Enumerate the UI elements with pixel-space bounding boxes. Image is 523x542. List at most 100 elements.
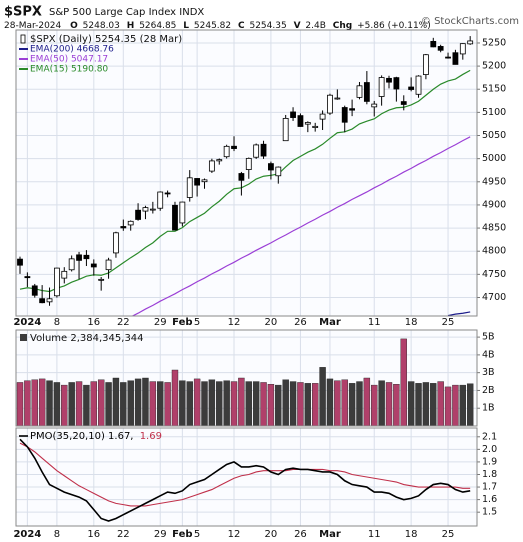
quote-line: 28-Mar-2024 O 5248.03 H 5264.85 L 5245.8… bbox=[4, 21, 431, 31]
candle-body bbox=[105, 259, 112, 271]
legend-text: EMA(50) 5047.17 bbox=[30, 55, 108, 65]
x-tick-label: 18 bbox=[405, 317, 418, 328]
candle-body bbox=[24, 276, 31, 279]
volume-bar bbox=[16, 382, 24, 426]
volume-bar bbox=[378, 380, 385, 426]
volume-bar bbox=[164, 382, 171, 426]
volume-bar bbox=[363, 377, 371, 426]
volume-bar bbox=[230, 381, 238, 426]
y-tick-label: 4850 bbox=[482, 223, 506, 234]
x-tick-label: 5 bbox=[194, 529, 200, 540]
close-label: C bbox=[238, 21, 245, 31]
candle-body bbox=[253, 144, 260, 158]
candle-body bbox=[452, 52, 459, 65]
y-tick-label: 5200 bbox=[482, 61, 506, 72]
volume-bar bbox=[216, 381, 223, 426]
y-tick-label: 2B bbox=[482, 385, 495, 396]
volume-bar bbox=[157, 381, 164, 426]
candle-body bbox=[334, 97, 341, 100]
index-name: S&P 500 Large Cap Index INDX bbox=[49, 7, 204, 18]
candle-body bbox=[437, 46, 444, 51]
candle-body bbox=[260, 143, 267, 157]
candle-body bbox=[61, 270, 68, 279]
x-tick-label: Mar bbox=[319, 317, 341, 328]
volume-bar bbox=[31, 379, 38, 426]
candle-body bbox=[393, 77, 400, 90]
change: +5.86 (+0.11%) bbox=[357, 21, 431, 31]
y-tick-label: 4900 bbox=[482, 199, 506, 210]
candle-body bbox=[341, 107, 348, 123]
candle-body bbox=[120, 226, 127, 229]
panel-background bbox=[16, 30, 477, 316]
volume-bar bbox=[83, 384, 90, 426]
volume-bar bbox=[444, 386, 452, 426]
candle-body bbox=[113, 232, 119, 254]
x-tick-label: 2024 bbox=[13, 529, 41, 540]
volume-bar bbox=[400, 338, 407, 426]
candle-body bbox=[430, 40, 437, 48]
volume-bar bbox=[385, 382, 393, 426]
y-tick-label: 4700 bbox=[482, 292, 506, 303]
x-tick-label: 5 bbox=[194, 317, 200, 328]
candle-body bbox=[327, 94, 333, 114]
volume-bar bbox=[186, 381, 193, 426]
y-tick-label: 5B bbox=[482, 332, 495, 343]
volume-bar bbox=[68, 382, 75, 426]
close: 5254.35 bbox=[249, 21, 286, 31]
candle-body bbox=[231, 145, 237, 149]
x-tick-label: 2024 bbox=[13, 317, 41, 328]
open: 5248.03 bbox=[83, 21, 120, 31]
panel-border bbox=[15, 29, 478, 317]
candle-body bbox=[186, 177, 193, 198]
candle-body bbox=[90, 263, 97, 268]
legend-text: EMA(15) 5190.80 bbox=[30, 65, 108, 75]
candle-body bbox=[172, 204, 178, 231]
open-label: O bbox=[70, 21, 78, 31]
volume-bar bbox=[46, 380, 53, 426]
volume-bar bbox=[61, 384, 68, 426]
candle-body bbox=[319, 113, 326, 120]
y-tick-label: 4800 bbox=[482, 246, 506, 257]
candle-body bbox=[275, 166, 282, 177]
candle-body bbox=[142, 207, 149, 212]
candle-body bbox=[216, 159, 223, 162]
pmo-line bbox=[19, 442, 471, 507]
candle-body bbox=[39, 298, 46, 304]
volume-bar bbox=[127, 380, 134, 426]
y-tick-label: 4950 bbox=[482, 176, 506, 187]
volume-label: V bbox=[294, 21, 301, 31]
volume-bar bbox=[437, 381, 444, 426]
candle-body bbox=[76, 254, 82, 261]
volume-bar bbox=[201, 381, 208, 426]
volume-bar bbox=[356, 381, 363, 426]
candle-body bbox=[415, 75, 422, 95]
candle-body bbox=[223, 145, 230, 158]
volume-bar bbox=[415, 383, 422, 426]
volume-bar bbox=[319, 367, 326, 426]
panel-border bbox=[15, 427, 478, 527]
x-tick-label: Mar bbox=[319, 529, 341, 540]
candle-body bbox=[386, 77, 392, 83]
volume-bar bbox=[208, 379, 216, 426]
volume-bar bbox=[142, 377, 149, 426]
candle-body bbox=[194, 178, 201, 186]
candle-body bbox=[400, 101, 407, 105]
volume-bar bbox=[38, 378, 46, 426]
candle-body bbox=[356, 85, 363, 98]
candle-body bbox=[68, 258, 75, 271]
x-tick-label: 18 bbox=[405, 529, 418, 540]
volume-bar bbox=[105, 382, 112, 426]
pmo-label: PMO(35,20,10) 1.67, bbox=[30, 431, 134, 442]
panel-border bbox=[15, 329, 478, 427]
candle-body bbox=[290, 111, 296, 118]
copyright: © StockCharts.com bbox=[421, 16, 519, 27]
volume-bar bbox=[245, 381, 252, 426]
candle-body bbox=[54, 267, 60, 297]
y-tick-label: 2.1 bbox=[482, 431, 497, 442]
candle-body bbox=[179, 201, 186, 224]
volume-bar bbox=[393, 384, 400, 426]
volume-bar bbox=[466, 383, 474, 426]
legend-text: EMA(200) 4668.76 bbox=[30, 45, 114, 55]
volume-bar bbox=[24, 380, 31, 426]
y-tick-label: 5250 bbox=[482, 37, 506, 48]
